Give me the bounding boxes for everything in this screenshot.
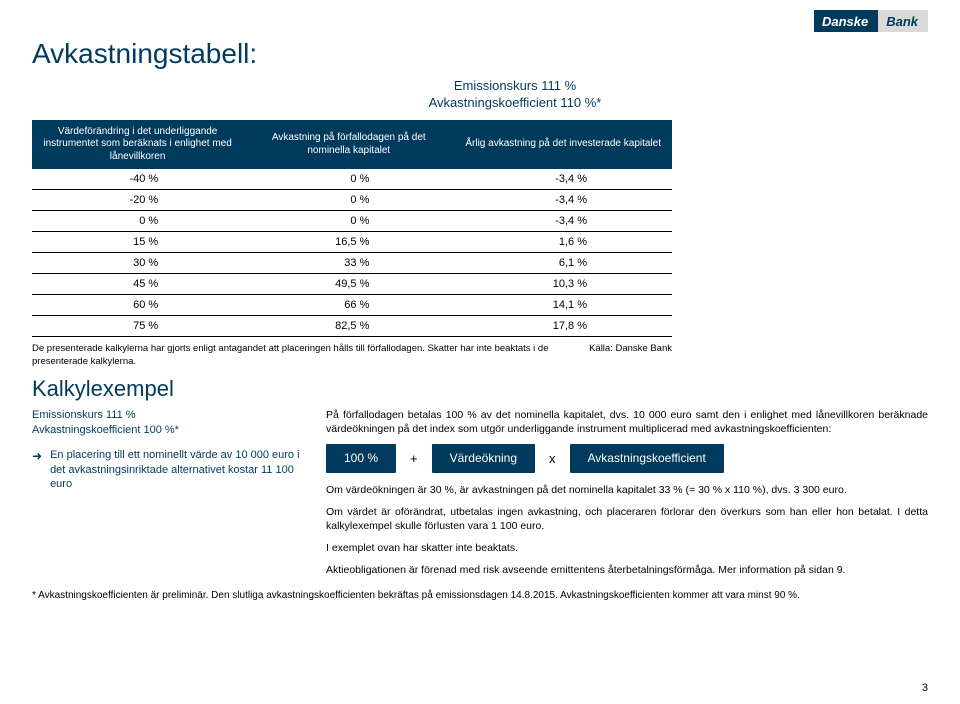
return-table: Värdeförändring i det underliggande inst… [32,120,672,338]
table-cell: 45 % [32,274,243,295]
footnote: * Avkastningskoefficienten är preliminär… [32,589,902,602]
table-cell: 66 % [243,295,454,316]
table-row: -20 %0 %-3,4 % [32,190,672,211]
ek-line2: Avkastningskoefficient 100 %* [32,424,179,436]
table-cell: -20 % [32,190,243,211]
table-row: 15 %16,5 %1,6 % [32,232,672,253]
page-title: Avkastningstabell: [32,38,928,70]
table-cell: 0 % [243,169,454,190]
table-cell: -40 % [32,169,243,190]
formula-row: 100 % + Värdeökning x Avkastningskoeffic… [326,444,928,472]
table-cell: 0 % [243,190,454,211]
table-cell: 0 % [32,211,243,232]
table-cell: -3,4 % [454,169,672,190]
table-row: 45 %49,5 %10,3 % [32,274,672,295]
formula-box-3: Avkastningskoefficient [570,444,724,472]
para-5: Aktieobligationen är förenad med risk av… [326,563,928,577]
table-cell: 75 % [32,316,243,337]
table-row: -40 %0 %-3,4 % [32,169,672,190]
table-caption: De presenterade kalkylerna har gjorts en… [32,343,672,368]
bullet-text: En placering till ett nominellt värde av… [50,448,302,493]
table-row: 0 %0 %-3,4 % [32,211,672,232]
table-cell: 6,1 % [454,253,672,274]
arrow-icon: ➜ [32,448,42,493]
formula-op-1: + [410,450,418,468]
table-cell: 30 % [32,253,243,274]
para-3: Om värdet är oförändrat, utbetalas ingen… [326,505,928,533]
col-header-1: Värdeförändring i det underliggande inst… [32,120,243,170]
table-row: 30 %33 %6,1 % [32,253,672,274]
caption-text: De presenterade kalkylerna har gjorts en… [32,343,569,368]
table-cell: -3,4 % [454,190,672,211]
table-cell: 82,5 % [243,316,454,337]
table-cell: 1,6 % [454,232,672,253]
table-cell: 16,5 % [243,232,454,253]
section-title-example: Kalkylexempel [32,376,928,402]
subhead-line1: Emissionskurs 111 % [454,78,576,93]
table-cell: 17,8 % [454,316,672,337]
formula-box-1: 100 % [326,444,396,472]
table-cell: 0 % [243,211,454,232]
table-cell: 14,1 % [454,295,672,316]
formula-op-2: x [549,450,556,468]
table-row: 75 %82,5 %17,8 % [32,316,672,337]
table-cell: 15 % [32,232,243,253]
table-subhead: Emissionskurs 111 % Avkastningskoefficie… [102,78,928,112]
table-row: 60 %66 %14,1 % [32,295,672,316]
table-cell: 60 % [32,295,243,316]
example-right-column: På förfallodagen betalas 100 % av det no… [326,408,928,585]
caption-source: Källa: Danske Bank [569,343,672,368]
logo-part2: Bank [878,10,928,32]
col-header-3: Årlig avkastning på det investerade kapi… [454,120,672,170]
example-left-column: Emissionskurs 111 % Avkastningskoefficie… [32,408,302,585]
para-1: På förfallodagen betalas 100 % av det no… [326,408,928,436]
para-2: Om värdeökningen är 30 %, är avkastninge… [326,483,928,497]
table-cell: 33 % [243,253,454,274]
col-header-2: Avkastning på förfallodagen på det nomin… [243,120,454,170]
table-cell: 49,5 % [243,274,454,295]
page-number: 3 [922,682,928,694]
subhead-line2: Avkastningskoefficient 110 %* [429,95,602,110]
formula-box-2: Värdeökning [432,444,535,472]
brand-logo: Danske Bank [814,10,928,32]
table-cell: 10,3 % [454,274,672,295]
logo-part1: Danske [814,10,878,32]
ek-line1: Emissionskurs 111 % [32,409,136,421]
table-cell: -3,4 % [454,211,672,232]
para-4: I exemplet ovan har skatter inte beaktat… [326,541,928,555]
